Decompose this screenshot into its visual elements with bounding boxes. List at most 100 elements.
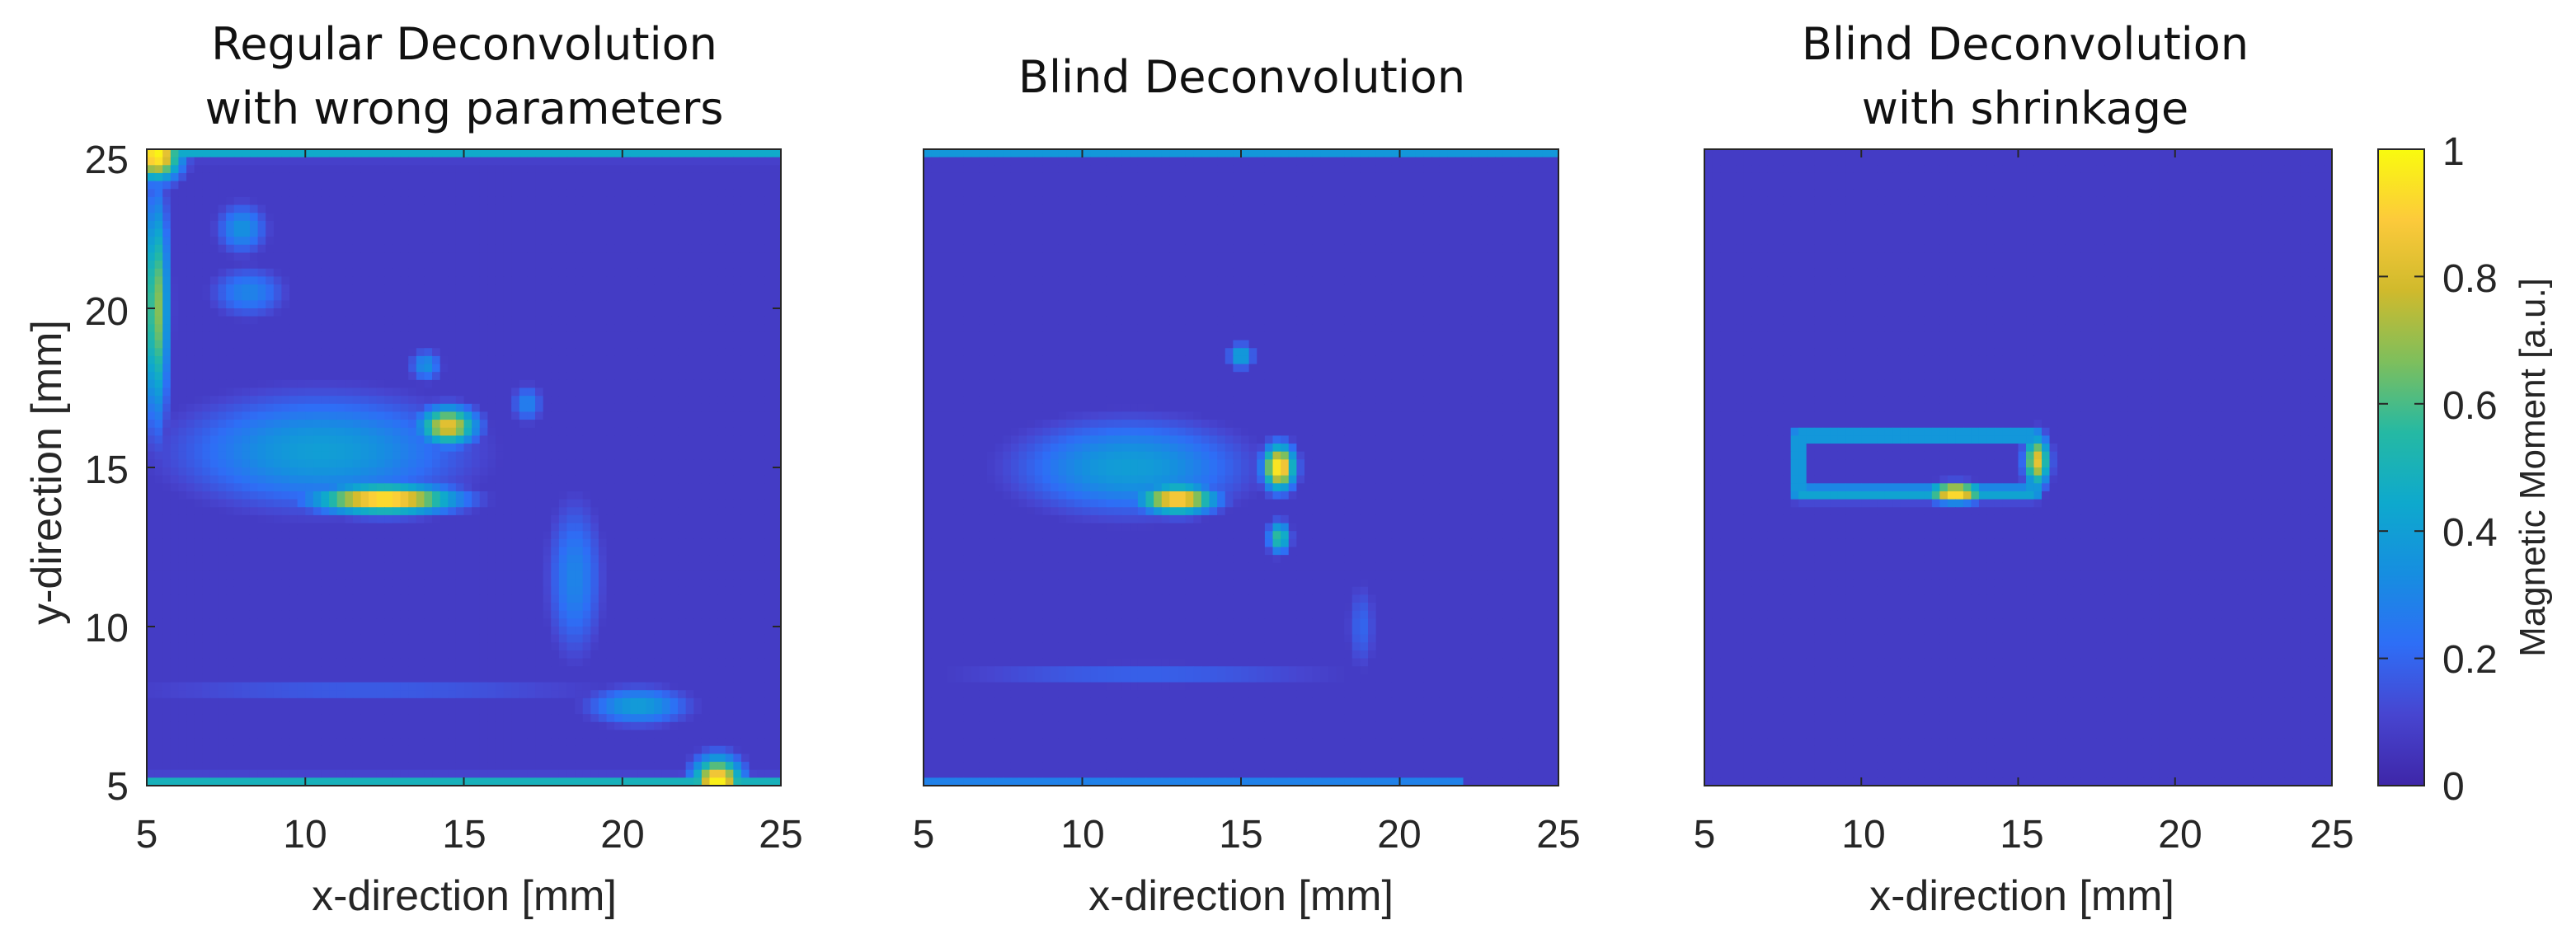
heatmap-cell: [519, 261, 528, 269]
heatmap-cell: [234, 157, 242, 166]
heatmap-cell: [202, 324, 210, 332]
heatmap-cell: [321, 181, 329, 190]
heatmap-cell: [702, 348, 710, 356]
heatmap-cell: [646, 364, 655, 373]
heatmap-cell: [686, 245, 694, 253]
heatmap-cell: [717, 284, 726, 293]
heatmap-cell: [250, 332, 258, 340]
heatmap-cell: [472, 245, 480, 253]
heatmap-cell: [702, 221, 710, 229]
heatmap-cell: [590, 332, 599, 340]
heatmap-cell: [765, 157, 773, 166]
heatmap-cell: [646, 300, 655, 308]
heatmap-cell: [543, 229, 552, 237]
heatmap-cell: [258, 252, 266, 261]
heatmap-cell: [575, 284, 583, 293]
heatmap-cell: [709, 340, 717, 349]
heatmap-cell: [242, 269, 250, 277]
heatmap-cell: [646, 149, 655, 157]
heatmap-cell: [345, 252, 353, 261]
heatmap-cell: [519, 229, 528, 237]
heatmap-cell: [511, 165, 519, 173]
heatmap-cell: [646, 348, 655, 356]
heatmap-cell: [733, 197, 741, 205]
heatmap-cell: [583, 348, 591, 356]
heatmap-cell: [566, 340, 575, 349]
heatmap-cell: [741, 149, 750, 157]
heatmap-cell: [377, 276, 385, 284]
heatmap-cell: [726, 364, 734, 373]
heatmap-cell: [662, 364, 670, 373]
heatmap-cell: [566, 324, 575, 332]
heatmap-cell: [590, 269, 599, 277]
heatmap-cell: [750, 189, 758, 197]
heatmap-cell: [219, 340, 227, 349]
heatmap-cell: [274, 317, 282, 325]
heatmap-cell: [630, 324, 638, 332]
heatmap-cell: [646, 205, 655, 214]
heatmap-cell: [258, 229, 266, 237]
heatmap-cell: [654, 300, 662, 308]
heatmap-cell: [401, 237, 409, 245]
heatmap-cell: [535, 245, 543, 253]
heatmap-cell: [757, 237, 765, 245]
heatmap-cell: [377, 149, 385, 157]
heatmap-cell: [607, 157, 615, 166]
heatmap-cell: [242, 237, 250, 245]
heatmap-cell: [614, 252, 623, 261]
heatmap-cell: [416, 308, 425, 317]
heatmap-cell: [583, 300, 591, 308]
heatmap-cell: [662, 317, 670, 325]
heatmap-cell: [258, 276, 266, 284]
heatmap-cell: [614, 181, 623, 190]
heatmap-cell: [575, 252, 583, 261]
heatmap-cell: [590, 181, 599, 190]
heatmap-cell: [384, 229, 393, 237]
heatmap-cell: [543, 308, 552, 317]
heatmap-cell: [162, 149, 171, 157]
heatmap-cell: [345, 245, 353, 253]
heatmap-cell: [281, 340, 289, 349]
heatmap-cell: [186, 356, 195, 364]
heatmap-cell: [313, 221, 322, 229]
heatmap-cell: [630, 261, 638, 269]
heatmap-cell: [250, 293, 258, 301]
heatmap-cell: [559, 332, 567, 340]
heatmap-cell: [281, 308, 289, 317]
heatmap-cell: [535, 317, 543, 325]
heatmap-cell: [535, 173, 543, 181]
heatmap-cell: [535, 149, 543, 157]
heatmap-cell: [472, 269, 480, 277]
heatmap-cell: [607, 165, 615, 173]
heatmap-cell: [623, 181, 631, 190]
heatmap-cell: [638, 348, 646, 356]
heatmap-cell: [171, 221, 179, 229]
heatmap-cell: [258, 324, 266, 332]
heatmap-cell: [464, 324, 472, 332]
heatmap-cell: [750, 332, 758, 340]
heatmap-cell: [226, 348, 234, 356]
heatmap-cell: [733, 324, 741, 332]
heatmap-cell: [448, 300, 456, 308]
heatmap-cell: [765, 284, 773, 293]
heatmap-cell: [709, 300, 717, 308]
heatmap-cell: [607, 340, 615, 349]
heatmap-cell: [480, 348, 488, 356]
heatmap-cell: [630, 308, 638, 317]
heatmap-cell: [662, 300, 670, 308]
heatmap-cell: [511, 181, 519, 190]
heatmap-cell: [147, 348, 155, 356]
heatmap-cell: [630, 276, 638, 284]
heatmap-cell: [551, 173, 559, 181]
heatmap-cell: [408, 308, 416, 317]
heatmap-cell: [480, 332, 488, 340]
heatmap-cell: [369, 221, 377, 229]
heatmap-cell: [401, 157, 409, 166]
heatmap-cell: [638, 317, 646, 325]
heatmap-cell: [638, 340, 646, 349]
heatmap-cell: [630, 189, 638, 197]
heatmap-cell: [480, 340, 488, 349]
heatmap-cell: [614, 213, 623, 221]
heatmap-cell: [599, 317, 607, 325]
heatmap-cell: [393, 269, 401, 277]
